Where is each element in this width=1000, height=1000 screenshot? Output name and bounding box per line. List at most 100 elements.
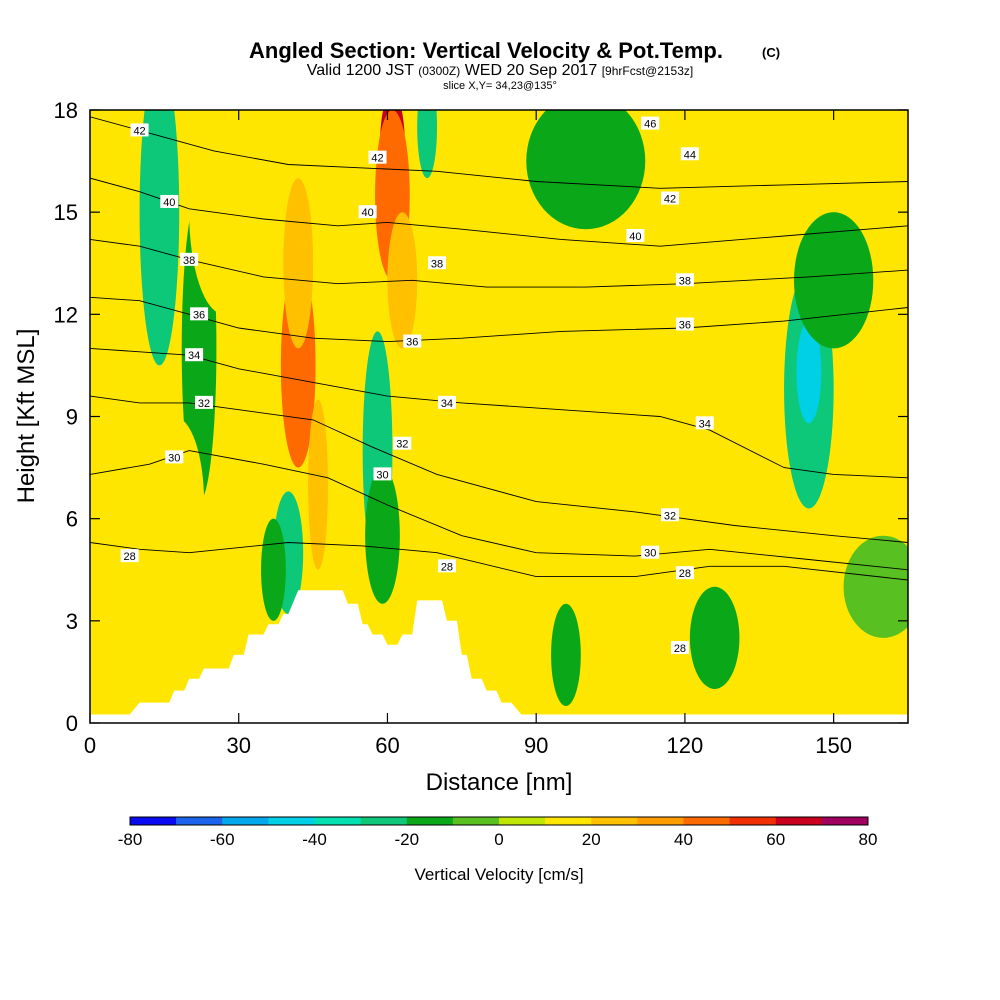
velocity-cell-6	[261, 518, 286, 621]
contour-label-bg	[403, 334, 422, 348]
isentrope-42	[90, 116, 908, 189]
colorbar-tick-label: -20	[394, 830, 419, 849]
colorbar-frame	[129, 816, 869, 826]
contour-label-bg	[358, 205, 377, 219]
contour-label-4: 36	[190, 307, 209, 321]
chart-title: Angled Section: Vertical Velocity & Pot.…	[249, 38, 723, 63]
subtitle-valid-time: Valid 1200 JST	[307, 62, 415, 79]
contour-label-text: 34	[699, 418, 711, 430]
isentrope-36	[90, 296, 908, 343]
x-axis: 0 30 60 90 120 150	[84, 110, 852, 758]
colorbar-segment-2	[222, 817, 269, 825]
colorbar-title: Vertical Velocity [cm/s]	[414, 865, 583, 884]
contour-label-bg	[393, 436, 412, 450]
y-tick-label: 9	[66, 405, 78, 430]
velocity-cell-23	[144, 365, 175, 502]
contour-label-text: 28	[679, 568, 691, 580]
contour-label-15: 28	[437, 559, 456, 573]
contour-label-text: 42	[133, 125, 145, 137]
colorbar-tick-label: 0	[494, 830, 503, 849]
contour-label-bg	[368, 150, 387, 164]
velocity-cell-0	[139, 110, 180, 366]
colorbar-tick-label: -60	[210, 830, 235, 849]
contour-label-bg	[373, 467, 392, 481]
contour-label-0: 28	[120, 549, 139, 563]
contour-label-bg	[675, 566, 694, 580]
velocity-cell-12	[365, 467, 400, 604]
contour-label-20: 38	[675, 273, 694, 287]
colorbar-segment-13	[729, 817, 777, 825]
velocity-cell-2	[189, 110, 259, 315]
contour-label-text: 34	[441, 398, 453, 410]
y-tick-label: 3	[66, 609, 78, 634]
contour-label-8: 42	[368, 150, 387, 165]
colorbar-tick-label: 40	[674, 830, 693, 849]
colorbar: -80 -60 -40 -20 0 20 40 60 80	[118, 816, 878, 849]
isentrope-32	[90, 395, 908, 543]
contour-label-bg	[428, 256, 447, 270]
contour-label-2: 32	[195, 395, 214, 410]
isentrope-38	[90, 238, 908, 288]
contour-label-bg	[195, 395, 214, 409]
y-tick-label: 6	[66, 507, 78, 532]
contour-label-text: 28	[441, 561, 453, 573]
velocity-cell-22	[176, 569, 202, 672]
contour-label-23: 32	[661, 508, 680, 522]
x-axis-title: Distance [nm]	[426, 769, 573, 796]
contour-label-text: 42	[371, 153, 383, 165]
chart-subtitle: Valid 1200 JST (0300Z) WED 20 Sep 2017 […	[307, 62, 694, 79]
contour-label-text: 32	[396, 439, 408, 451]
isentrope-28	[90, 542, 908, 581]
contour-label-bg	[185, 348, 204, 362]
contour-label-text: 38	[679, 275, 691, 287]
y-tick-label: 0	[66, 711, 78, 736]
contour-label-bg	[670, 641, 689, 655]
y-tick-label: 15	[54, 200, 78, 225]
contour-label-text: 28	[124, 551, 136, 563]
velocity-cell-19	[689, 586, 740, 689]
contour-label-bg	[641, 116, 660, 130]
contour-label-text: 32	[198, 398, 210, 410]
colorbar-segment-9	[545, 817, 592, 825]
colorbar-tick-label: 60	[766, 830, 785, 849]
x-tick-label: 90	[524, 733, 548, 758]
x-tick-label: 60	[375, 733, 399, 758]
plot-area: 28 30 32 34 36 38 40 42 42 40 38 36 34 32 30 28 46 44 42 40…	[90, 110, 908, 723]
velocity-cell-10	[387, 212, 418, 349]
contour-label-text: 36	[406, 337, 418, 349]
colorbar-segment-8	[499, 817, 546, 825]
contour-label-10: 38	[428, 256, 447, 270]
y-tick-label: 18	[54, 98, 78, 123]
contour-label-16: 46	[641, 116, 660, 131]
subtitle-utc-time: (0300Z)	[418, 64, 460, 78]
colorbar-segment-1	[176, 817, 223, 825]
contour-label-text: 40	[163, 197, 175, 209]
contour-label-text: 42	[664, 194, 676, 206]
velocity-cell-17	[793, 212, 874, 349]
colorbar-segment-11	[637, 817, 684, 825]
colorbar-segment-15	[821, 817, 869, 825]
y-axis-title: Height [Kft MSL]	[13, 329, 40, 504]
subtitle-forecast: [9hrFcst@2153z]	[602, 64, 694, 78]
contour-label-5: 38	[180, 252, 199, 267]
slice-label: slice X,Y= 34,23@135°	[443, 80, 557, 92]
x-tick-label: 30	[226, 733, 250, 758]
contour-label-text: 32	[664, 510, 676, 522]
contour-label-19: 40	[626, 229, 645, 243]
contour-label-14: 30	[373, 467, 392, 481]
velocity-cell-4	[283, 178, 314, 349]
contour-label-text: 30	[644, 548, 656, 560]
contour-label-17: 44	[680, 147, 699, 161]
velocity-cell-14	[526, 110, 646, 230]
contour-label-text: 38	[183, 255, 195, 267]
contour-label-11: 36	[403, 334, 422, 349]
chart-title-unit: (C)	[762, 45, 780, 60]
contour-label-18: 42	[661, 191, 680, 206]
colorbar-tick-label: 80	[859, 830, 878, 849]
velocity-cell-25	[843, 535, 908, 638]
contour-label-bg	[180, 252, 199, 266]
contour-label-text: 44	[684, 149, 696, 161]
contour-label-bg	[675, 273, 694, 287]
vertical-velocity-field	[139, 110, 908, 706]
x-tick-label: 120	[667, 733, 704, 758]
